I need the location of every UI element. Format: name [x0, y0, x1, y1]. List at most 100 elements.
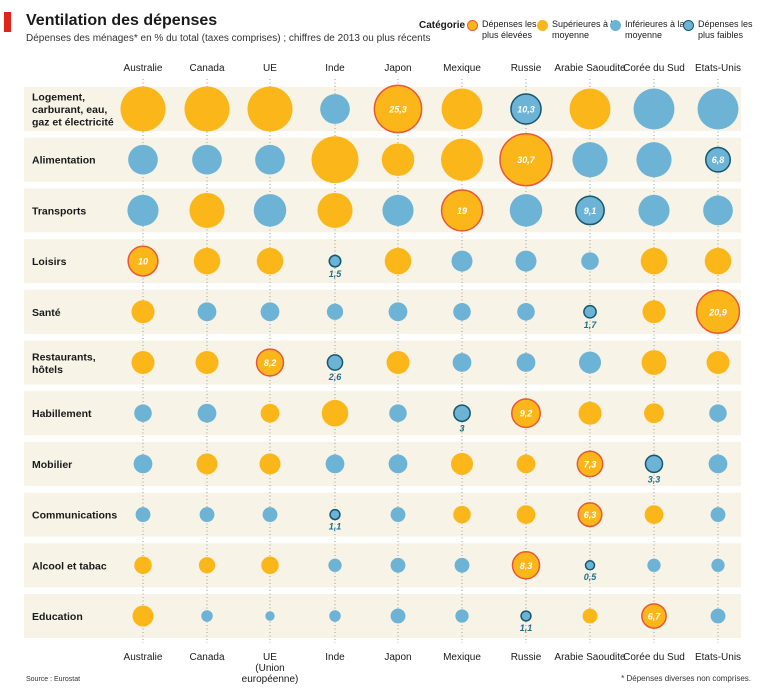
- legend-label-above: Supérieures à la moyenne: [552, 19, 618, 40]
- bubble-above: [384, 247, 412, 275]
- bubble-below: [710, 608, 726, 624]
- legend-item-below: Inférieures à la moyenne: [610, 19, 695, 41]
- row-band: [24, 543, 741, 588]
- column-label-top: Australie: [124, 63, 163, 74]
- bubble-below: [382, 194, 414, 226]
- bubble-below: [647, 558, 661, 572]
- row-label: Education: [32, 611, 83, 623]
- bubble-above: [706, 351, 730, 374]
- bubble-below: [509, 194, 543, 227]
- bubble-below: [329, 610, 341, 622]
- bubble-below: [197, 302, 217, 322]
- column-label-bottom: UE: [263, 652, 277, 663]
- column-label-bottom: Inde: [325, 652, 345, 663]
- bubble-below: [516, 353, 536, 372]
- bubble-below: [201, 610, 213, 622]
- row-label: gaz et électricité: [32, 117, 114, 129]
- bubble-above: [132, 605, 154, 627]
- bubble-lowest: [705, 146, 731, 173]
- row-label: hôtels: [32, 364, 63, 376]
- bubble-highest: [576, 450, 604, 478]
- bubble-above: [256, 247, 284, 275]
- row-label: Santé: [32, 307, 61, 319]
- bubble-value-label: 2,6: [328, 372, 343, 382]
- bubble-value-label: 9,1: [584, 206, 597, 216]
- bubble-below: [452, 353, 472, 372]
- row-band: [24, 492, 741, 537]
- bubble-above: [578, 401, 602, 425]
- row-band: [24, 594, 741, 638]
- bubble-above: [704, 247, 732, 275]
- bubble-above: [641, 350, 667, 375]
- bubble-below: [710, 507, 726, 523]
- row-label: Communications: [32, 510, 117, 522]
- bubble-above: [193, 247, 221, 275]
- bubble-below: [128, 144, 158, 175]
- bubble-above: [642, 300, 666, 324]
- bubble-above: [311, 136, 359, 184]
- bubble-lowest: [326, 354, 344, 371]
- bubble-above: [131, 351, 155, 374]
- bubble-below: [260, 302, 280, 322]
- legend-dot-below: [610, 20, 621, 31]
- bubble-lowest: [520, 610, 532, 622]
- column-label-top: Inde: [325, 63, 345, 74]
- bubble-highest: [373, 84, 423, 134]
- bubble-lowest: [575, 195, 605, 226]
- bubble-below: [326, 303, 344, 320]
- bubble-below: [390, 507, 406, 523]
- bubble-below: [581, 252, 599, 270]
- bubble-below: [708, 454, 728, 474]
- column-label-bottom: Canada: [189, 652, 224, 663]
- bubble-above: [131, 300, 155, 324]
- legend-item-highest: Dépenses les plus élevées: [467, 19, 552, 41]
- column-label-bottom: (Union: [255, 663, 284, 674]
- title-accent-bar: [4, 12, 11, 32]
- bubble-lowest: [584, 560, 596, 571]
- bubble-below: [127, 194, 159, 226]
- legend-title: Catégorie: [419, 20, 466, 31]
- bubble-above: [260, 403, 280, 423]
- bubble-below: [453, 303, 471, 321]
- bubble-above: [453, 505, 471, 524]
- bubble-below: [255, 144, 285, 175]
- bubble-highest: [127, 245, 159, 277]
- bubble-above: [569, 88, 611, 130]
- bubble-highest: [499, 132, 553, 187]
- column-label-top: UE: [263, 63, 277, 74]
- bubble-below: [135, 507, 151, 523]
- legend-dot-highest: [467, 20, 478, 31]
- bubble-above: [381, 143, 415, 176]
- bubble-above: [195, 351, 219, 374]
- legend-dot-lowest: [683, 20, 694, 31]
- bubble-above: [441, 138, 483, 181]
- bubble-below: [709, 404, 727, 422]
- column-label-top: Etats-Unis: [695, 63, 741, 74]
- bubble-above: [644, 403, 664, 424]
- legend-label-lowest: Dépenses les plus faibles: [698, 19, 753, 40]
- bubble-value-label: 1,5: [329, 269, 343, 279]
- column-label-top: Russie: [511, 63, 542, 74]
- bubble-highest: [255, 348, 285, 377]
- bubble-below: [389, 404, 407, 422]
- column-label-bottom: Australie: [124, 652, 163, 663]
- bubble-value-label: 3: [459, 423, 464, 433]
- bubble-below: [192, 144, 222, 175]
- bubble-above: [640, 247, 668, 275]
- column-label-bottom: Russie: [511, 652, 542, 663]
- bubble-above: [321, 399, 349, 427]
- column-label-bottom: Corée du Sud: [623, 652, 685, 663]
- bubble-value-label: 1,7: [584, 320, 598, 330]
- bubble-value-label: 25,3: [388, 105, 407, 115]
- bubble-above: [386, 351, 410, 374]
- bubble-above: [134, 556, 152, 575]
- bubble-value-label: 6,3: [584, 510, 597, 520]
- bubble-highest: [511, 551, 541, 580]
- row-label: Alcool et tabac: [32, 560, 107, 572]
- bubble-value-label: 30,7: [517, 155, 536, 165]
- bubble-above: [441, 88, 483, 130]
- column-label-bottom: Etats-Unis: [695, 652, 741, 663]
- bubble-value-label: 10,3: [517, 105, 535, 115]
- column-label-top: Arabie Saoudite: [554, 63, 626, 74]
- bubble-below: [636, 142, 672, 178]
